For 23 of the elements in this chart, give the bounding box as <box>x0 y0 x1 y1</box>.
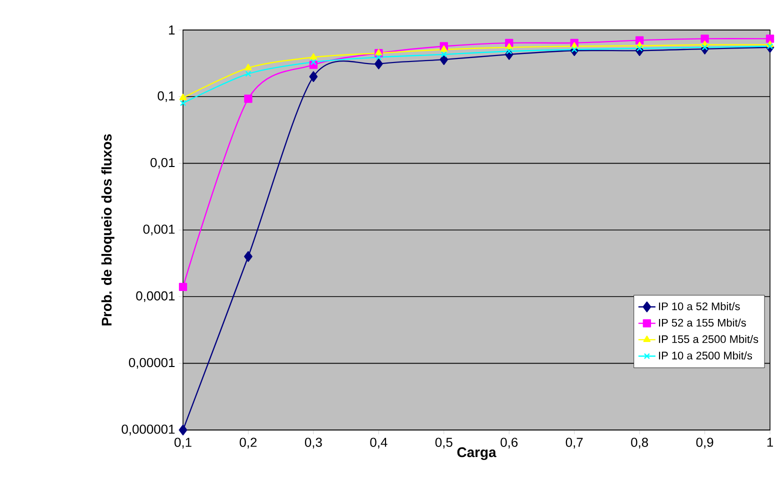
legend-label: IP 155 a 2500 Mbit/s <box>659 334 758 344</box>
x-tick-label: 0,2 <box>240 438 257 448</box>
x-tick-label: 0,6 <box>500 438 518 448</box>
x-tick-label: 0,9 <box>696 438 714 448</box>
y-tick-label: 0,0001 <box>136 291 175 302</box>
x-tick-label: 1 <box>767 438 773 447</box>
legend-label: IP 52 a 155 Mbit/s <box>659 318 746 327</box>
x-tick-label: 0,4 <box>370 438 388 448</box>
x-tick-label: 0,1 <box>174 438 192 448</box>
x-tick-label: 0,3 <box>304 438 322 448</box>
y-tick-label: 0,001 <box>143 224 175 236</box>
y-tick-label: 0,01 <box>150 158 175 169</box>
x-axis-title: Carga <box>457 447 496 460</box>
legend-label: IP 10 a 2500 Mbit/s <box>659 351 752 360</box>
x-tick-label: 0,5 <box>435 438 452 448</box>
y-tick-label: 1 <box>169 26 175 34</box>
y-axis-title: Prob. de bloqueio dos fluxos <box>101 134 114 326</box>
y-tick-label: 0,00001 <box>128 358 175 369</box>
x-tick-label: 0,7 <box>566 438 583 448</box>
x-tick-label: 0,8 <box>631 438 648 448</box>
legend-label: IP 10 a 52 Mbit/s <box>659 302 740 310</box>
y-tick-label: 0,000001 <box>122 424 175 436</box>
y-tick-label: 0,1 <box>158 91 175 102</box>
